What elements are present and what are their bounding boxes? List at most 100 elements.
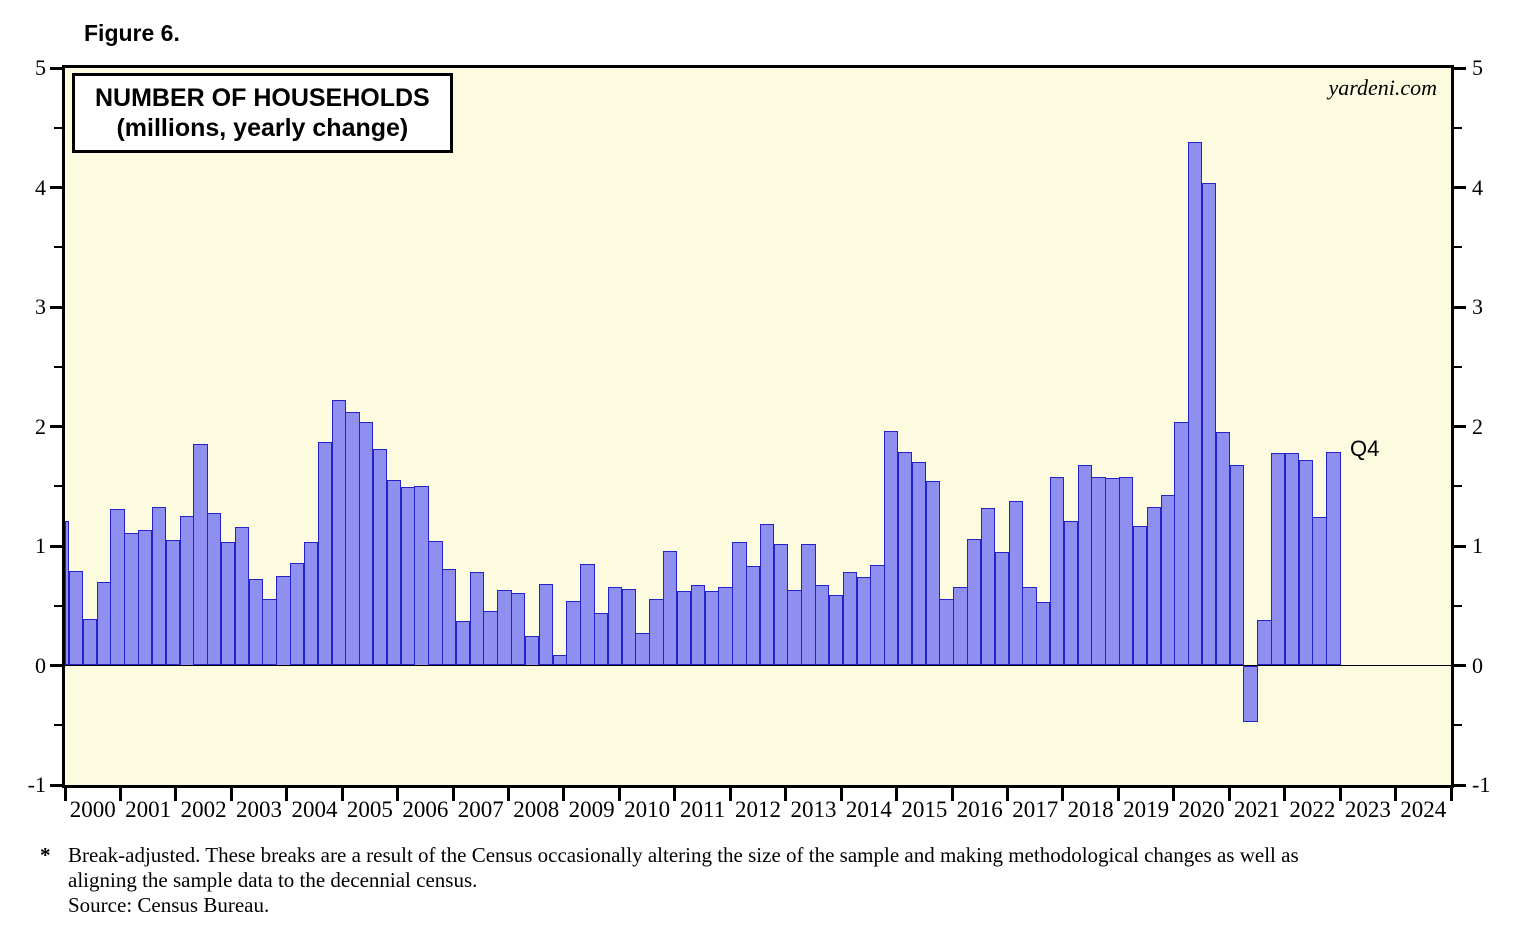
bar-2003Q1 [234,526,250,666]
bar-2001Q2 [138,530,153,666]
y-major-tick-right [1454,664,1466,667]
bar-2018Q1 [1063,520,1079,666]
chart-title-line2: (millions, yearly change) [116,114,409,142]
footnote: * Break-adjusted. These breaks are a res… [40,843,1299,918]
zero-line [65,664,1451,667]
x-axis-tick [728,788,732,801]
bar-2014Q1 [842,572,858,666]
bar-2009Q2 [580,563,595,666]
x-axis-tick [617,788,621,801]
bar-2002Q3 [207,512,222,666]
x-axis-tick [895,788,899,801]
bar-2021Q1 [1229,464,1244,666]
bar-2010Q4 [663,550,678,666]
chart-title-box: NUMBER OF HOUSEHOLDS (millions, yearly c… [72,73,453,153]
bar-2004Q3 [317,442,332,666]
x-axis-label-2001: 2001 [125,797,172,822]
x-axis-tick [1283,788,1287,801]
bar-2017Q1 [1008,500,1023,666]
figure-label: Figure 6. [84,20,180,46]
bar-2014Q2 [856,577,871,666]
watermark-yardeni: yardeni.com [1328,75,1437,100]
bar-2010Q3 [649,598,664,666]
bars-layer [65,68,1451,785]
y-minor-tick-right [1454,365,1462,368]
bar-2007Q1 [455,621,471,666]
y-major-tick-right [1454,305,1466,309]
x-axis-label-2014: 2014 [845,797,892,822]
y-axis-label-left: -1 [27,772,46,797]
bar-2019Q1 [1119,476,1134,666]
bar-2008Q2 [524,635,540,666]
y-axis-label-right: 4 [1472,174,1483,200]
x-axis-label-2020: 2020 [1178,797,1225,822]
x-axis-tick [562,788,566,801]
bar-2004Q1 [290,562,305,666]
bar-2017Q3 [1036,602,1051,666]
bar-2009Q4 [607,586,623,666]
bar-2016Q3 [980,507,996,666]
y-axis-label-left: 4 [35,174,46,200]
bar-2009Q3 [594,612,609,666]
x-axis-tick [673,788,677,801]
x-axis-label-2024: 2024 [1400,797,1447,822]
bar-2011Q1 [676,591,692,666]
bar-2014Q3 [870,565,885,666]
x-axis-tick [340,788,344,801]
x-axis-tick [174,788,178,801]
bar-2018Q2 [1077,464,1092,666]
x-axis-label-2022: 2022 [1289,797,1336,822]
y-major-tick-right [1454,544,1466,548]
bar-2003Q4 [276,575,291,666]
x-axis-tick [1172,788,1176,801]
y-axis-label-right: 1 [1472,533,1483,558]
y-major-tick-left [50,783,62,787]
bar-2011Q3 [704,591,719,666]
bar-2016Q4 [994,551,1010,666]
x-axis-label-2018: 2018 [1067,797,1114,822]
y-axis-label-right: -1 [1472,772,1491,797]
x-axis-tick [118,788,122,801]
bar-2020Q1 [1174,421,1189,666]
x-axis-tick [1394,788,1398,801]
y-axis-label-left: 0 [35,652,46,678]
bar-2018Q4 [1105,477,1120,666]
y-major-tick-right [1454,186,1466,189]
x-axis-tick [63,788,67,801]
y-major-tick-left [50,186,62,189]
y-axis-label-left: 1 [35,533,46,558]
bar-2000Q2 [82,618,98,666]
x-axis-tick [784,788,788,801]
y-major-tick-right [1454,783,1466,787]
x-axis-label-2010: 2010 [624,797,671,822]
x-axis-label-2005: 2005 [346,797,393,822]
y-minor-tick-right [1454,246,1462,249]
bar-2019Q4 [1160,494,1175,666]
bar-2010Q2 [635,633,650,666]
x-axis-tick [1227,788,1231,801]
x-axis-label-2009: 2009 [568,797,615,822]
bar-2017Q2 [1022,586,1037,666]
bar-2020Q4 [1215,432,1231,666]
bar-2000Q4 [110,508,125,666]
y-minor-tick-left [54,126,62,129]
y-axis-label-left: 5 [35,55,46,80]
x-axis-label-2013: 2013 [790,797,837,822]
bar-2013Q3 [815,585,830,666]
bar-2012Q4 [773,543,788,666]
bar-2013Q1 [787,590,802,666]
bar-2021Q3 [1257,620,1272,666]
x-axis-label-2023: 2023 [1344,797,1391,822]
y-minor-tick-left [54,485,62,488]
x-axis-label-2015: 2015 [901,797,948,822]
y-major-tick-right [1454,66,1466,70]
x-axis-tick [396,788,400,801]
bar-2008Q1 [511,592,526,666]
bar-2020Q2 [1188,142,1203,666]
bar-2016Q1 [953,586,968,666]
x-axis-tick [1338,788,1342,801]
bar-2001Q1 [124,532,139,666]
bar-2003Q3 [262,598,277,666]
plot-area: NUMBER OF HOUSEHOLDS (millions, yearly c… [65,68,1451,785]
bar-2018Q3 [1091,476,1106,666]
